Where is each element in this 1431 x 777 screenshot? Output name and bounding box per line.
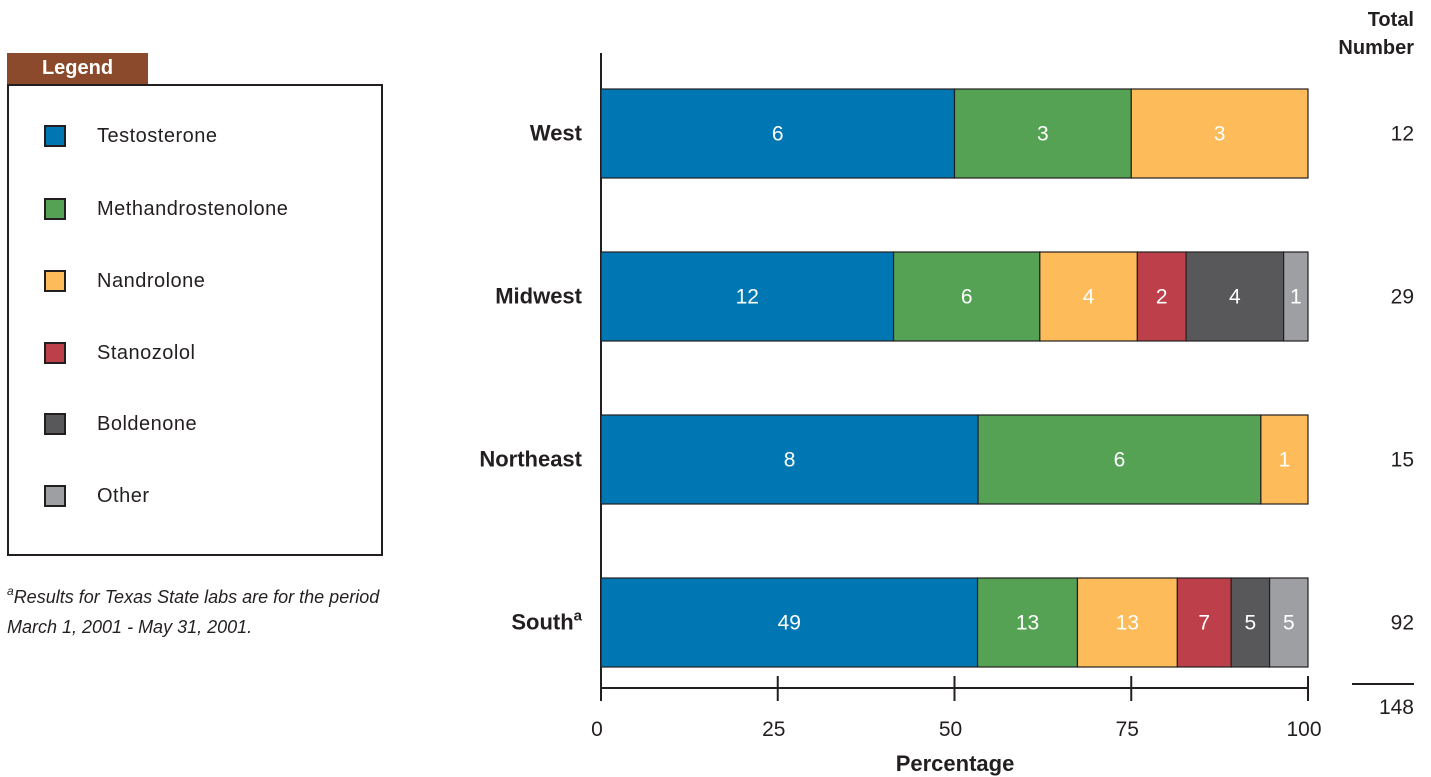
- category-label-northeast: Northeast: [479, 447, 582, 472]
- bar-label-west-methandrostenolone: 3: [1037, 123, 1049, 146]
- x-tick-label-75: 75: [1116, 718, 1139, 741]
- total-south: 92: [1391, 612, 1414, 635]
- bar-label-west-nandrolone: 3: [1214, 123, 1226, 146]
- x-tick-label-0: 0: [591, 718, 603, 741]
- category-label-south: Southa: [511, 608, 582, 635]
- totals-header-line-1: Total: [1368, 9, 1414, 31]
- bar-label-south-other: 5: [1283, 612, 1295, 635]
- grand-total: 148: [1379, 696, 1414, 719]
- bar-label-midwest-nandrolone: 4: [1083, 286, 1095, 309]
- bar-label-south-methandrostenolone: 13: [1016, 612, 1039, 635]
- bar-label-south-testosterone: 49: [778, 612, 801, 635]
- total-midwest: 29: [1391, 286, 1414, 309]
- total-west: 12: [1391, 123, 1414, 146]
- x-tick-label-50: 50: [939, 718, 962, 741]
- bar-label-midwest-boldenone: 4: [1229, 286, 1241, 309]
- total-northeast: 15: [1391, 449, 1414, 472]
- bar-label-south-nandrolone: 13: [1116, 612, 1139, 635]
- bar-label-northeast-methandrostenolone: 6: [1114, 449, 1126, 472]
- bar-label-northeast-testosterone: 8: [784, 449, 796, 472]
- bar-label-northeast-nandrolone: 1: [1279, 449, 1291, 472]
- bar-label-south-boldenone: 5: [1245, 612, 1257, 635]
- x-tick-label-25: 25: [762, 718, 785, 741]
- bar-label-midwest-methandrostenolone: 6: [961, 286, 973, 309]
- category-superscript-south: a: [574, 608, 583, 625]
- bar-label-south-stanozolol: 7: [1198, 612, 1210, 635]
- bar-label-midwest-stanozolol: 2: [1156, 286, 1168, 309]
- category-label-west: West: [530, 121, 583, 146]
- x-axis-label: Percentage: [896, 751, 1015, 776]
- bar-label-midwest-testosterone: 12: [736, 286, 759, 309]
- totals-header-line-2: Number: [1338, 37, 1414, 59]
- category-label-midwest: Midwest: [495, 284, 582, 309]
- bar-label-midwest-other: 1: [1290, 286, 1302, 309]
- x-tick-label-100: 100: [1286, 718, 1321, 741]
- bar-label-west-testosterone: 6: [772, 123, 784, 146]
